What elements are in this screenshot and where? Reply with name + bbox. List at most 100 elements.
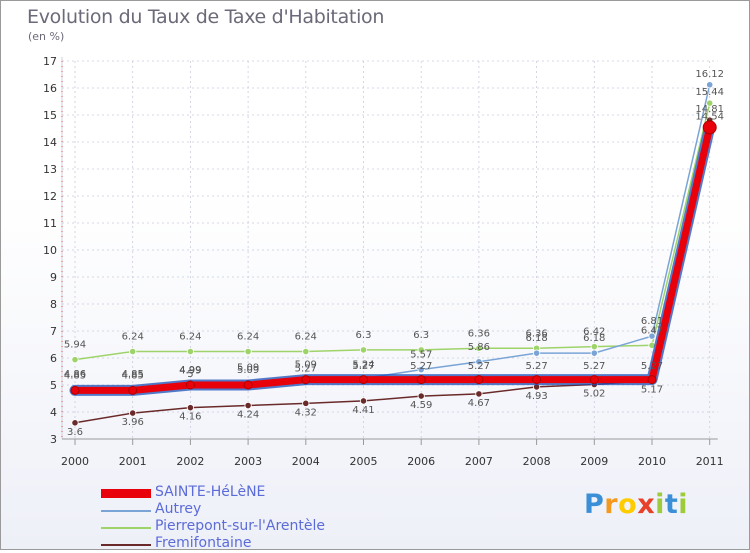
legend-label: Autrey (155, 501, 202, 517)
data-label: 6.24 (179, 332, 201, 343)
series-point (302, 347, 310, 356)
y-tick-label: 14 (43, 136, 57, 149)
x-tick-label: 2008 (523, 455, 551, 468)
legend-label: Fremifontaine (155, 535, 252, 551)
series-line (74, 102, 711, 361)
data-label: 6.81 (641, 316, 663, 327)
chart-title: Evolution du Taux de Taxe d'Habitation (27, 6, 385, 28)
data-label: 4.99 (179, 365, 201, 376)
data-label: 6.47 (641, 325, 663, 336)
data-label: 5.57 (410, 350, 432, 361)
series-layer (69, 81, 717, 427)
legend-swatch (101, 509, 151, 512)
data-label: 6.36 (468, 328, 490, 339)
data-label: 5.24 (352, 360, 374, 371)
legend-label: Pierrepont-sur-l'Arentèle (155, 518, 326, 534)
data-label: 6.18 (525, 333, 547, 344)
data-label: 4.41 (352, 405, 374, 416)
data-label-extra: 5.27 (525, 361, 547, 372)
data-label: 15.44 (695, 87, 724, 98)
data-label: 4.85 (122, 370, 144, 381)
logo-letter: o (618, 489, 638, 520)
data-label: 4.16 (179, 412, 201, 423)
series-point (416, 375, 426, 385)
series-point (129, 347, 137, 356)
data-label: 6.36 (525, 328, 547, 339)
series-point (70, 385, 80, 395)
data-label: 4.85 (64, 370, 86, 381)
data-label-extra: 5.27 (583, 361, 605, 372)
data-label: 3.6 (67, 427, 83, 438)
y-axis-label: (en %) (28, 30, 65, 43)
y-tick-label: 6 (50, 352, 57, 365)
series-point (474, 375, 484, 385)
series-point (532, 375, 542, 385)
data-label: 4.67 (468, 398, 490, 409)
series-point (128, 385, 138, 395)
y-tick-label: 15 (43, 109, 57, 122)
x-tick-label: 2007 (465, 455, 493, 468)
series-point (417, 366, 425, 374)
data-label: 5.09 (237, 365, 259, 376)
x-tick-label: 2005 (350, 455, 378, 468)
y-tick-label: 11 (43, 217, 57, 230)
data-label-extra: 5 (187, 369, 193, 380)
data-label: 4.24 (237, 410, 259, 421)
data-label: 4.32 (295, 407, 317, 418)
series-point (71, 356, 79, 364)
data-label: 5.86 (468, 342, 490, 353)
y-tick-label: 3 (50, 433, 57, 446)
series-point (244, 347, 252, 356)
legend-swatch (101, 489, 151, 498)
data-label: 4.99 (179, 365, 201, 376)
series-point (475, 358, 483, 366)
data-label: 4.59 (410, 400, 432, 411)
series-point (186, 404, 194, 412)
y-tick-label: 10 (43, 244, 57, 257)
data-label: 3.96 (122, 417, 144, 428)
series-point (417, 392, 425, 400)
series-point (706, 81, 714, 89)
data-label: 14.54 (695, 111, 724, 122)
logo-letter: t (664, 489, 679, 520)
series-point (417, 346, 425, 354)
x-tick-label: 2001 (119, 455, 147, 468)
series-point (702, 120, 717, 135)
data-label: 5.02 (583, 388, 605, 399)
x-tick-label: 2006 (407, 455, 435, 468)
legend-swatch (101, 526, 151, 529)
data-label: 16.12 (695, 69, 724, 80)
series-point (186, 347, 194, 356)
y-tick-label: 9 (50, 271, 57, 284)
data-label: 4.86 (64, 369, 86, 380)
data-label: 6.18 (583, 333, 605, 344)
axis-layer: 3 4 5 6 7 8 9 10 11 12 13 14 15 16 17 2000 2001 2002 2003 2… (43, 55, 724, 468)
series-line (74, 84, 711, 390)
data-label-extra: 5.27 (641, 361, 663, 372)
series-point (359, 397, 368, 405)
series-point (590, 349, 598, 357)
logo-letter: r (604, 489, 619, 520)
data-label: 6.24 (122, 332, 144, 343)
logo-letter: P (584, 489, 605, 520)
series-line (71, 123, 714, 394)
series-point (590, 343, 598, 351)
legend-swatch (101, 543, 151, 546)
series-point (243, 380, 253, 390)
x-tick-label: 2003 (234, 455, 262, 468)
proxiti-logo: Proxiti (584, 489, 688, 520)
data-label: 6.24 (295, 332, 317, 343)
series-point (71, 419, 79, 427)
legend-label: SAINTE-HéLèNE (155, 484, 266, 500)
series-point (647, 375, 657, 385)
data-label: 5.09 (237, 363, 259, 374)
data-label-extra: 5.27 (295, 364, 317, 375)
y-tick-label: 12 (43, 190, 57, 203)
data-label: 6.3 (356, 330, 372, 341)
data-label: 6.42 (583, 327, 605, 338)
series-point (302, 399, 310, 407)
y-tick-label: 7 (50, 325, 57, 338)
y-tick-label: 5 (50, 379, 57, 392)
